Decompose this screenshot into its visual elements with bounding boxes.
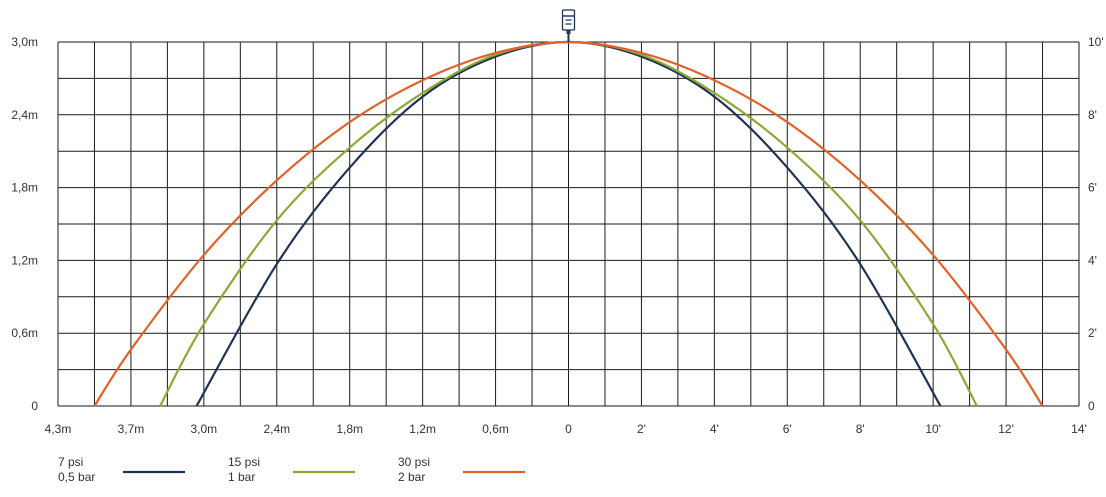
legend-label-line1: 30 psi: [398, 455, 430, 469]
bottom-tick-label: 3,7m: [118, 422, 145, 436]
left-y-tick-label: 1,2m: [11, 253, 38, 267]
chart-grid: [57, 41, 1080, 407]
left-y-tick-label: 3,0m: [11, 35, 38, 49]
bottom-tick-label: 1,2m: [409, 422, 436, 436]
right-y-tick-label: 10': [1088, 35, 1104, 49]
bottom-tick-label: 3,0m: [191, 422, 218, 436]
bottom-tick-label: 10': [925, 422, 941, 436]
legend-label-line2: 1 bar: [228, 470, 255, 484]
right-y-tick-label: 0: [1088, 399, 1095, 413]
left-y-tick-label: 1,8m: [11, 181, 38, 195]
sprinkler-nozzle: [566, 30, 571, 34]
bottom-tick-label: 1,8m: [336, 422, 363, 436]
legend-label-line1: 15 psi: [228, 455, 260, 469]
left-y-tick-label: 2,4m: [11, 108, 38, 122]
bottom-tick-label: 0,6m: [482, 422, 509, 436]
bottom-tick-label: 12': [998, 422, 1014, 436]
sprinkler-body: [561, 15, 576, 31]
bottom-tick-label: 4': [710, 422, 719, 436]
right-y-tick-label: 8': [1088, 108, 1097, 122]
right-y-tick-label: 4': [1088, 253, 1097, 267]
legend-label-line1: 7 psi: [58, 455, 83, 469]
bottom-tick-label: 8': [856, 422, 865, 436]
legend-label-line2: 0,5 bar: [58, 470, 95, 484]
left-y-tick-label: 0,6m: [11, 326, 38, 340]
left-y-tick-label: 0: [31, 399, 38, 413]
right-y-tick-label: 2': [1088, 326, 1097, 340]
right-y-tick-label: 6': [1088, 181, 1097, 195]
legend-label-line2: 2 bar: [398, 470, 425, 484]
bottom-tick-label: 2,4m: [263, 422, 290, 436]
bottom-tick-label: 14': [1071, 422, 1087, 436]
chart-tick-labels: 0 0,6m 1,2m 1,8m 2,4m 3,0m 0 2' 4' 6' 8' 10' 4,3m 3,7…: [11, 35, 1103, 436]
bottom-tick-label: 4,3m: [45, 422, 72, 436]
bottom-tick-label: 2': [637, 422, 646, 436]
sprinkler-head-icon: [561, 9, 576, 42]
bottom-tick-label: 0: [565, 422, 572, 436]
bottom-tick-label: 6': [783, 422, 792, 436]
sprinkler-cap: [561, 9, 576, 17]
